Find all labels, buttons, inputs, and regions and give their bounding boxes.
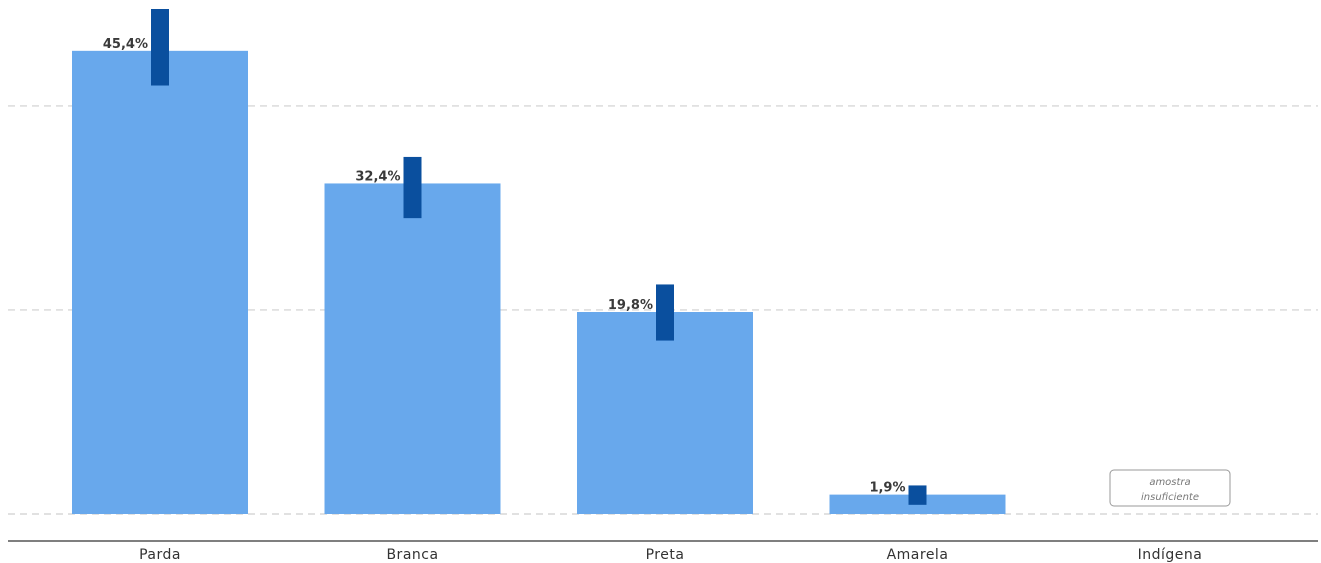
error-bar-amarela [908, 485, 927, 505]
value-label-amarela: 1,9% [869, 481, 905, 496]
insufficient-sample-note: amostra insuficiente [1109, 469, 1231, 507]
error-bar-branca [403, 156, 422, 219]
bars [72, 50, 1006, 515]
category-label-branca: Branca [386, 547, 438, 563]
error-bar-parda [151, 9, 169, 86]
value-labels: 45,4% 32,4% 19,8% 1,9% [103, 37, 906, 496]
note-line-1: amostra [1149, 477, 1190, 488]
category-label-parda: Parda [139, 547, 181, 563]
category-label-amarela: Amarela [887, 547, 949, 563]
category-labels: Parda Branca Preta Amarela Indígena [139, 547, 1202, 563]
bar-preta [577, 312, 753, 514]
value-label-preta: 19,8% [608, 298, 653, 313]
error-bar-preta [656, 284, 674, 341]
value-label-parda: 45,4% [103, 37, 148, 52]
note-box [1109, 469, 1231, 507]
category-label-indigena: Indígena [1138, 547, 1203, 563]
error-bars [151, 9, 927, 505]
note-line-2: insuficiente [1141, 492, 1199, 503]
value-label-branca: 32,4% [355, 169, 400, 184]
bar-parda [72, 50, 248, 515]
bar-branca [324, 183, 501, 515]
category-label-preta: Preta [646, 547, 685, 563]
